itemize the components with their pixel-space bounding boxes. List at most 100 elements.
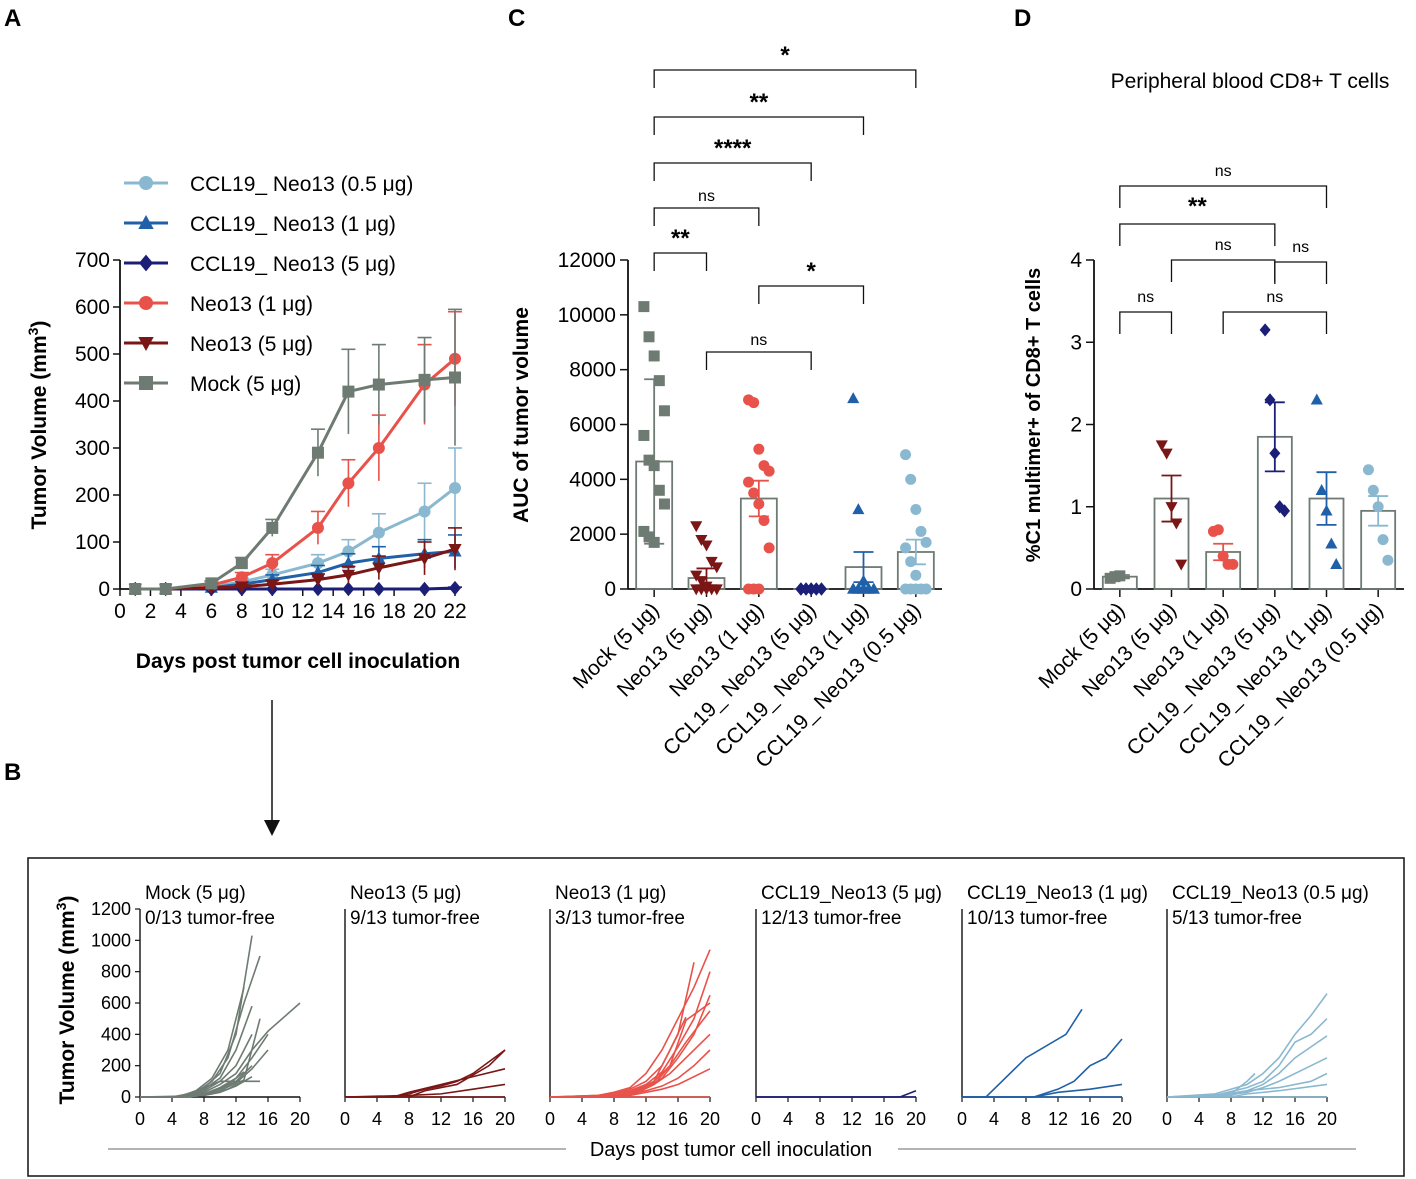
panel-d-significance-label: ns xyxy=(1215,163,1232,180)
panel-b-subplot-title: Mock (5 μg) xyxy=(145,883,246,904)
panel-b-subplot-subtitle: 3/13 tumor-free xyxy=(555,908,685,929)
panel-label-d: D xyxy=(1014,5,1031,32)
panel-b-ytick-label: 600 xyxy=(101,993,131,1013)
panel-a-data-point xyxy=(266,521,279,534)
panel-b-mouse-curve xyxy=(1166,993,1328,1098)
panel-b-ytick-label: 800 xyxy=(101,962,131,982)
panel-b-subplot: 0 4 8 12 16 20 Neo13 (1 μg) 3/13 tumor-free xyxy=(545,883,720,1129)
panel-d-significance-label: ns xyxy=(1266,289,1283,306)
panel-c-data-point xyxy=(743,476,755,488)
panel-a-xtick-label: 16 xyxy=(352,600,375,623)
panel-c-data-point xyxy=(748,487,760,499)
panel-c-data-point xyxy=(690,521,703,533)
panel-b-mouse-curve xyxy=(1167,1083,1328,1098)
panel-d-significance-label: ** xyxy=(1188,193,1207,220)
panel-d-significance-bracket xyxy=(1119,311,1173,334)
panel-b-mouse-curve xyxy=(140,935,253,1098)
panel-d-data-point xyxy=(1367,484,1379,496)
panel-c-data-point xyxy=(910,503,922,515)
panel-a-xtick-label: 4 xyxy=(175,600,187,623)
panel-d-ytick-label: 4 xyxy=(1070,249,1082,272)
panel-b-ytick-label: 1000 xyxy=(91,930,131,950)
panel-d-significance-bracket xyxy=(1119,223,1276,246)
panel-b-xtick-label: 12 xyxy=(431,1109,451,1129)
panel-a-data-point xyxy=(342,385,355,398)
panel-b-mouse-curve xyxy=(345,1068,506,1098)
panel-c-data-point xyxy=(815,582,827,596)
panel-a-data-point xyxy=(449,580,461,596)
panel-b-mouse-curve xyxy=(140,1033,253,1098)
panel-c-significance-label: ns xyxy=(698,188,715,205)
panel-c-data-point xyxy=(710,562,723,574)
panel-a-xtick-label: 12 xyxy=(291,600,314,623)
panel-b-ytick-label: 200 xyxy=(101,1056,131,1076)
panel-b-ylabel: Tumor Volume (mm3) xyxy=(53,896,79,1105)
panel-b-xtick-label: 16 xyxy=(1285,1109,1305,1129)
panel-c-data-point xyxy=(915,525,927,537)
panel-b-subplot-title: Neo13 (1 μg) xyxy=(555,883,666,904)
panel-c-data-point xyxy=(638,301,650,313)
panel-a-data-point xyxy=(372,526,385,539)
panel-a-legend-label: CCL19_ Neo13 (1 μg) xyxy=(190,213,396,236)
panel-c-significance-label: **** xyxy=(714,135,752,162)
panel-a-xtick-label: 10 xyxy=(261,600,284,623)
panel-c-significance-bracket xyxy=(705,351,812,370)
panel-d-ytick-label: 3 xyxy=(1070,331,1082,354)
panel-c-ylabel: AUC of tumor volume xyxy=(510,307,533,523)
panel-a-data-point xyxy=(311,521,324,534)
panel-b-subplot: 0 4 8 12 16 20 CCL19_Neo13 (0.5 μg) 5/13 tumor-… xyxy=(1162,883,1369,1129)
panel-c-data-point xyxy=(857,574,870,586)
panel-d-data-point xyxy=(1170,518,1183,530)
panel-d-title: Peripheral blood CD8+ T cells xyxy=(1111,70,1390,93)
panel-b-xtick-label: 0 xyxy=(135,1109,145,1129)
panel-b-xtick-label: 8 xyxy=(609,1109,619,1129)
panel-b-xtick-label: 20 xyxy=(290,1109,310,1129)
panel-a-data-point xyxy=(417,553,432,566)
panel-b-ytick-label: 1200 xyxy=(91,899,131,919)
panel-c-ytick-label: 2000 xyxy=(569,523,616,546)
panel-b-mouse-curve xyxy=(962,1083,1123,1098)
panel-a-data-point xyxy=(418,373,431,386)
panel-d-ylabel: %C1 multimer+ of CD8+ T cells xyxy=(1023,268,1045,563)
panel-b-subplot-title: CCL19_Neo13 (0.5 μg) xyxy=(1172,883,1369,904)
panel-c-data-point xyxy=(653,484,665,496)
panel-a-data-point xyxy=(341,556,356,569)
panel-b-xtick-label: 12 xyxy=(1048,1109,1068,1129)
panel-c-significance-bracket xyxy=(758,285,865,304)
panel-a-data-point xyxy=(372,442,385,454)
panel-b-xtick-label: 20 xyxy=(700,1109,720,1129)
panel-a-data-point xyxy=(449,481,461,494)
panel-b-xtick-label: 8 xyxy=(1226,1109,1236,1129)
panel-d-data-point xyxy=(1269,446,1281,460)
panel-d-data-point xyxy=(1175,559,1188,571)
panel-c-data-point xyxy=(648,460,660,472)
panel-a-legend-label: Neo13 (1 μg) xyxy=(190,293,313,316)
panel-a-data-point xyxy=(341,569,356,582)
panel-c-data-point xyxy=(658,498,670,510)
panel-label-b: B xyxy=(4,759,21,786)
panel-a-legend-label: Neo13 (5 μg) xyxy=(190,333,313,356)
panel-a-xtick-label: 18 xyxy=(382,600,405,623)
panel-a-xtick-label: 0 xyxy=(114,600,126,623)
panel-d-data-point xyxy=(1382,554,1394,566)
panel-b-ytick-label: 400 xyxy=(101,1024,131,1044)
panel-b-xtick-label: 4 xyxy=(1194,1109,1204,1129)
panel-c-significance-label: * xyxy=(780,42,790,69)
panel-d-significance-bracket xyxy=(1222,311,1328,334)
panel-d-significance-bracket xyxy=(1274,261,1328,284)
panel-c-data-point xyxy=(763,465,775,477)
panel-b-subplot-subtitle: 12/13 tumor-free xyxy=(761,908,901,929)
panel-a-data-point xyxy=(311,574,325,587)
panel-b-xtick-label: 20 xyxy=(1317,1109,1337,1129)
panel-a-data-point xyxy=(235,571,248,584)
panel-b-frame xyxy=(27,857,1405,1177)
panel-d-data-point xyxy=(1362,464,1374,476)
panel-a-legend-marker xyxy=(138,337,154,352)
panel-c-data-point xyxy=(920,536,932,548)
panel-c-data-point xyxy=(753,443,765,455)
panel-c-data-point xyxy=(847,392,860,404)
panel-d-data-point xyxy=(1114,570,1126,582)
panel-b-xtick-label: 4 xyxy=(577,1109,587,1129)
